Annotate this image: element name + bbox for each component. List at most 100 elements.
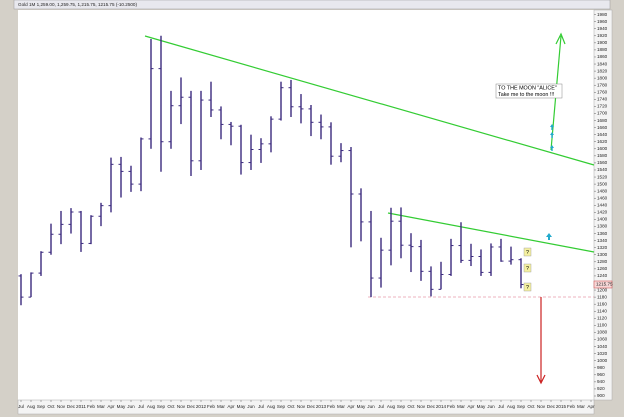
question-mark: ? <box>526 285 529 291</box>
x-tick-label: Oct <box>167 404 175 409</box>
note-box <box>495 83 563 99</box>
y-tick-label: 1260 <box>597 266 608 271</box>
x-tick-label: Jul <box>258 404 264 409</box>
y-tick-label: 1340 <box>597 238 608 243</box>
x-tick-label: Feb <box>567 404 575 409</box>
last-price-box <box>593 280 613 289</box>
y-tick-label: 1440 <box>597 203 608 208</box>
y-tick-label: 1040 <box>597 344 608 349</box>
y-tick-label: 1960 <box>597 19 608 24</box>
x-tick-label: Mar <box>337 404 345 409</box>
y-tick-label: 1360 <box>597 231 608 236</box>
y-tick-label: 1940 <box>597 26 608 31</box>
x-tick-label: Feb <box>207 404 215 409</box>
y-tick-label: 1080 <box>597 330 608 335</box>
y-tick-label: 1600 <box>597 146 608 151</box>
y-tick-label: 1160 <box>597 301 607 306</box>
question-box <box>523 263 532 273</box>
y-tick-label: 1520 <box>597 174 608 179</box>
y-tick-label: 1980 <box>597 12 608 17</box>
x-tick-label: Sep <box>277 404 286 409</box>
price-axis <box>593 9 613 401</box>
y-tick-label: 1820 <box>597 68 608 73</box>
y-tick-label: 1480 <box>597 188 608 193</box>
y-tick-label: 1120 <box>597 316 607 321</box>
y-tick-label: 1920 <box>597 33 608 38</box>
note-text: Take me to the moon !!! <box>498 92 555 98</box>
y-tick-label: 1760 <box>597 90 608 95</box>
x-tick-label: Jun <box>487 404 495 409</box>
y-tick-label: 900 <box>597 393 605 398</box>
x-tick-label: Sep <box>397 404 406 409</box>
down-arrow-head <box>536 374 546 385</box>
x-tick-label: Mar <box>457 404 465 409</box>
x-tick-label: 2014 <box>436 404 447 409</box>
x-tick-label: Apr <box>227 404 235 409</box>
y-tick-label: 1720 <box>597 104 608 109</box>
y-tick-label: 1700 <box>597 111 608 116</box>
x-tick-label: Dec <box>547 404 556 409</box>
x-tick-label: Mar <box>577 404 585 409</box>
y-tick-label: 1560 <box>597 160 608 165</box>
y-tick-label: 1680 <box>597 118 608 123</box>
x-tick-label: Jul <box>18 404 24 409</box>
y-tick-label: 1280 <box>597 259 608 264</box>
question-box <box>523 282 532 292</box>
y-tick-label: 1540 <box>597 167 608 172</box>
plot-area <box>18 10 594 400</box>
x-tick-label: 2015 <box>556 404 567 409</box>
y-tick-label: 1060 <box>597 337 608 342</box>
y-tick-label: 1740 <box>597 97 608 102</box>
y-tick-label: 1180 <box>597 294 607 299</box>
x-tick-label: Dec <box>67 404 76 409</box>
x-tick-label: Jun <box>367 404 375 409</box>
x-tick-label: Aug <box>267 404 276 409</box>
x-tick-label: Sep <box>157 404 166 409</box>
y-tick-label: 1780 <box>597 82 608 87</box>
y-tick-label: 1880 <box>597 47 608 52</box>
y-tick-label: 1640 <box>597 132 608 137</box>
x-tick-label: Feb <box>327 404 335 409</box>
x-tick-label: Feb <box>87 404 95 409</box>
note-text: TO THE MOON "ALICE" <box>498 85 557 91</box>
x-tick-label: Jul <box>378 404 384 409</box>
x-tick-label: 2013 <box>316 404 327 409</box>
y-tick-label: 1840 <box>597 61 608 66</box>
y-tick-label: 1200 <box>597 287 608 292</box>
x-tick-label: May <box>117 404 126 409</box>
chart-title: Gold 1M 1,259.00, 1,259.75, 1,215.75, 12… <box>18 2 137 7</box>
y-tick-label: 960 <box>597 372 605 377</box>
question-mark: ? <box>526 266 529 272</box>
x-tick-label: May <box>357 404 366 409</box>
x-tick-label: Apr <box>587 404 595 409</box>
trend-line <box>144 35 595 166</box>
x-tick-label: Oct <box>287 404 295 409</box>
question-mark: ? <box>526 250 529 256</box>
x-tick-label: Feb <box>447 404 455 409</box>
y-tick-label: 1380 <box>597 224 608 229</box>
x-tick-label: Nov <box>417 404 426 409</box>
x-tick-label: Apr <box>347 404 355 409</box>
x-tick-label: Nov <box>177 404 186 409</box>
y-tick-label: 1420 <box>597 210 608 215</box>
x-tick-label: Aug <box>507 404 516 409</box>
x-tick-label: Sep <box>517 404 526 409</box>
y-tick-label: 1100 <box>597 323 607 328</box>
x-tick-label: 2011 <box>76 404 86 409</box>
x-tick-label: May <box>477 404 486 409</box>
y-tick-label: 940 <box>597 379 605 384</box>
y-tick-label: 1860 <box>597 54 608 59</box>
y-tick-label: 920 <box>597 386 605 391</box>
y-tick-label: 1300 <box>597 252 608 257</box>
x-tick-label: Nov <box>297 404 306 409</box>
annotations: TO THE MOON "ALICE" Take me to the moon … <box>495 32 566 385</box>
x-tick-label: Apr <box>107 404 115 409</box>
x-tick-label: Dec <box>187 404 196 409</box>
x-tick-label: Sep <box>37 404 46 409</box>
x-tick-label: 2012 <box>196 404 207 409</box>
x-tick-label: Jun <box>127 404 135 409</box>
title-bar <box>13 0 611 10</box>
time-axis <box>17 399 595 415</box>
